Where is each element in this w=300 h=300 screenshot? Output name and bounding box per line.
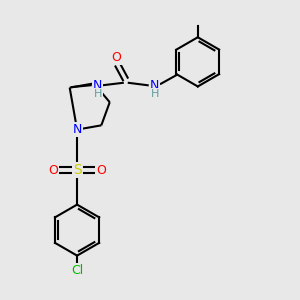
Text: O: O — [96, 164, 106, 177]
Text: Cl: Cl — [71, 263, 83, 277]
Text: O: O — [111, 51, 121, 64]
Text: S: S — [73, 163, 82, 177]
Text: N: N — [72, 123, 82, 136]
Text: N: N — [93, 79, 102, 92]
Text: N: N — [150, 79, 159, 92]
Text: H: H — [151, 89, 159, 99]
Text: O: O — [48, 164, 58, 177]
Text: H: H — [94, 89, 102, 99]
